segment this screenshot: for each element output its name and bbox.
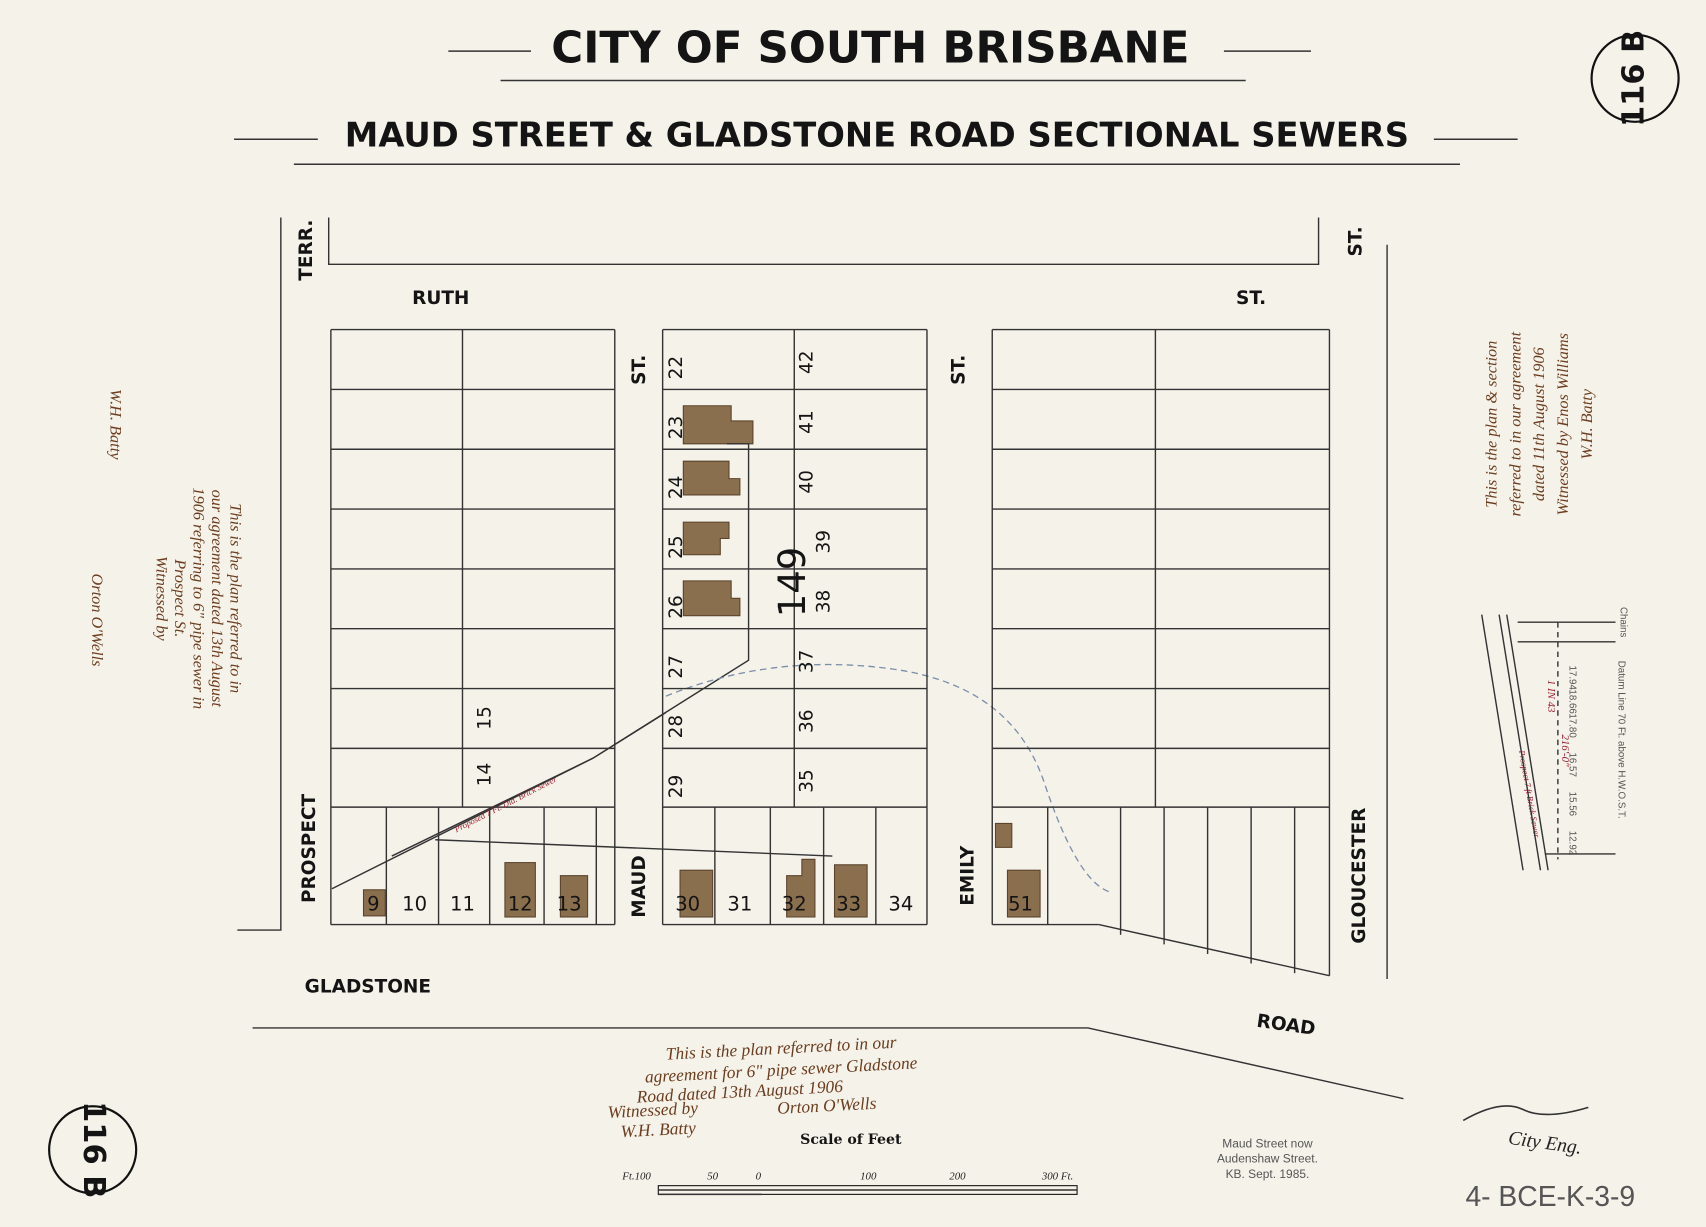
lot-number: 13	[557, 893, 582, 916]
scale-tick-label: 0	[756, 1170, 762, 1182]
handwritten-note: This is the plan & section	[1481, 341, 1500, 508]
lot-number: 26	[666, 595, 687, 619]
lot-number: 25	[666, 535, 687, 559]
lot-number: 39	[814, 530, 835, 554]
stamp: 116 B	[76, 1101, 111, 1198]
handwritten-note: Witnessed by	[152, 556, 171, 641]
lot-number: 10	[402, 893, 427, 916]
lot-number: 37	[796, 650, 817, 674]
handwritten-note: 1906 referring to 6" pipe sewer in	[189, 487, 208, 709]
level-label: 18.66	[1566, 689, 1577, 713]
lot-number: 38	[814, 590, 835, 614]
modern-note: KB. Sept. 1985.	[1226, 1167, 1310, 1181]
lot-number: 27	[666, 655, 687, 679]
lot-number: 29	[666, 775, 687, 799]
street-name: ST.	[1346, 226, 1367, 256]
sewer-lines	[331, 443, 1110, 893]
scale-tick-label: 300 Ft.	[1041, 1170, 1073, 1182]
subtitle: MAUD STREET & GLADSTONE ROAD SECTIONAL S…	[345, 116, 1409, 155]
handwritten-note: W.H. Batty	[620, 1117, 696, 1141]
lot-number: 36	[796, 709, 817, 733]
lot-number: 40	[796, 470, 817, 494]
handwritten-note: Prospect St.	[171, 558, 190, 637]
lot-number: 35	[796, 769, 817, 793]
handwritten-note: dated 11th August 1906	[1529, 346, 1548, 501]
profile-section	[1481, 614, 1616, 871]
street-name: EMILY	[957, 845, 978, 906]
lot-number: 30	[675, 893, 700, 916]
title-rules	[234, 50, 1518, 165]
handwritten-note: Witnessed by Enos Williams	[1553, 333, 1572, 515]
handwritten-note: This is the plan referred to in	[226, 503, 245, 693]
handwritten-note: Witnessed by	[607, 1097, 699, 1122]
street-lines	[237, 217, 1404, 1100]
lot-number: 28	[666, 715, 687, 739]
street-name: MAUD	[629, 855, 650, 917]
level-label: 17.94	[1566, 665, 1577, 690]
gradient-label: 1 IN 43	[1545, 680, 1557, 713]
reference-number: 4- BCE-K-3-9	[1465, 1180, 1635, 1212]
lot-number: 33	[836, 893, 861, 916]
stamp-circle	[48, 1105, 138, 1195]
handwritten-note: W.H. Batty	[1577, 388, 1596, 459]
lot-number: 11	[450, 893, 475, 916]
lot-number: 31	[727, 893, 752, 916]
street-name: ST.	[1236, 288, 1266, 309]
street-name: TERR.	[296, 220, 317, 281]
handwritten-note: our agreement dated 13th August	[208, 490, 227, 708]
scale-title: Scale of Feet	[800, 1132, 902, 1148]
lot-number: 22	[666, 356, 687, 380]
street-name: RUTH	[412, 288, 469, 309]
stamp-circle	[1590, 33, 1680, 123]
handwritten-note: Orton O'Wells	[88, 574, 107, 667]
length-label: 216'-0"	[1559, 734, 1571, 767]
lot-number: 12	[508, 893, 533, 916]
lot-number: 15	[474, 706, 495, 730]
level-label: 15.56	[1566, 792, 1577, 816]
street-name: ST.	[629, 355, 650, 385]
handwritten-note: W.H. Batty	[107, 389, 126, 460]
street-name: GLOUCESTER	[1349, 808, 1370, 944]
level-label: 17.80	[1566, 713, 1577, 738]
lot-number: 9	[367, 893, 379, 916]
modern-note: Audenshaw Street.	[1217, 1152, 1318, 1166]
plan-content: TERR. RUTH ST. ST. ST. ST. PROSPECT MAUD EMILY GL…	[88, 220, 1635, 1213]
lot-number: 23	[666, 416, 687, 440]
datum-label: Datum Line 70 Ft. above H.W.O.S.T.	[1615, 661, 1626, 819]
lot-number: 42	[796, 350, 817, 374]
block-number: 149	[771, 547, 814, 618]
modern-note: Maud Street now	[1222, 1136, 1313, 1150]
lot-number: 51	[1008, 893, 1033, 916]
lot-number: 14	[474, 763, 495, 787]
street-name: ST.	[949, 355, 970, 385]
level-label: 16.57	[1566, 752, 1577, 776]
lot-number: 41	[796, 410, 817, 434]
scale-tick-label: 200	[949, 1170, 966, 1182]
lot-number: 32	[782, 893, 807, 916]
lot-number: 24	[666, 476, 687, 500]
street-name: PROSPECT	[299, 793, 320, 903]
signature	[1462, 1105, 1589, 1122]
handwritten-note: referred to in our agreement	[1505, 331, 1524, 516]
buildings	[362, 405, 1041, 918]
lot-number: 34	[888, 893, 913, 916]
level-label: 12.92	[1566, 831, 1577, 855]
scale-tick-label: 50	[707, 1170, 718, 1182]
scale-tick-label: Ft.100	[621, 1170, 651, 1182]
chains-label: Chains	[1618, 607, 1629, 638]
title: CITY OF SOUTH BRISBANE	[551, 24, 1189, 74]
scale-tick-label: 100	[860, 1170, 877, 1182]
stamp: 116 B	[1617, 30, 1652, 127]
street-name: GLADSTONE	[305, 977, 431, 998]
